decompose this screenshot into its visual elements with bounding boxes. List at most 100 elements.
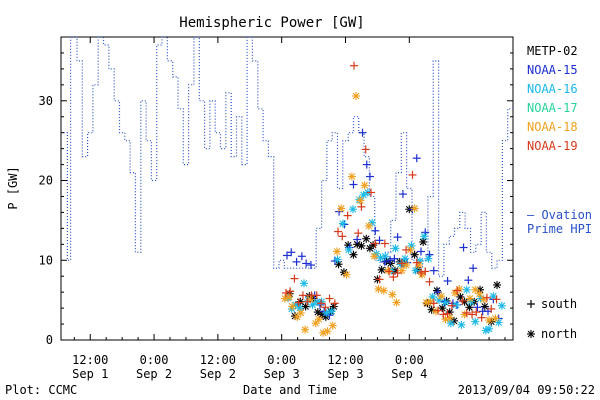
star-d2 [406,246,414,254]
data-point [390,254,399,263]
x-tick-date: Sep 3 [264,367,300,381]
star-d2 [456,293,464,301]
data-point [459,243,468,252]
data-point [343,211,352,220]
data-point [497,301,506,310]
data-point [357,202,366,211]
legend-entry: NOAA-19 [527,139,578,153]
data-point [429,299,438,308]
data-point [306,261,315,270]
star-d2 [393,299,400,306]
data-point [384,266,393,275]
legend: METP-02 NOAA-15 NOAA-16 NOAA-17 NOAA-18 NOAA-… [527,44,578,153]
ovation-line [63,36,513,277]
x-tick-date: Sep 3 [327,367,363,381]
star-d2 [349,205,357,213]
star-d2 [388,291,396,298]
star-d2 [493,281,501,289]
legend-entry: NOAA-17 [527,101,578,115]
x-tick-date: Sep 2 [136,367,172,381]
data-point [455,284,464,293]
footer-timestamp: 2013/09/04 09:50:22 [458,383,595,397]
data-point [283,251,291,260]
star-d2 [328,307,336,315]
data-point [325,294,334,303]
data-point [352,92,361,101]
star-d2 [485,316,493,324]
star-d2 [447,319,455,327]
data-point [342,270,351,279]
star-d2 [312,319,320,327]
data-point [437,292,446,301]
data-point [477,313,486,322]
data-point [391,244,400,253]
data-point [371,239,380,248]
data-point [464,276,473,285]
x-tick-date: Sep 2 [200,367,236,381]
star-d2 [467,298,475,306]
star-d2 [392,244,399,252]
data-point [460,310,469,319]
data-point [350,61,359,70]
x-tick-time: 12:00 [200,353,236,367]
star-d2 [458,321,465,329]
data-point [364,221,373,230]
star-d2 [476,290,483,298]
data-point [357,241,366,250]
legend-entry: NOAA-16 [527,82,578,96]
x-tick-date: Sep 4 [391,367,427,381]
data-point [386,256,395,265]
star-d2 [452,301,460,309]
data-point [420,232,429,241]
data-point [375,236,384,245]
star-d2 [485,325,493,333]
data-point [353,235,362,244]
chart-title: Hemispheric Power [GW] [179,15,364,31]
star-d2 [324,327,331,335]
data-point [347,172,356,181]
data-point [431,307,440,316]
star-d2 [498,302,506,310]
data-point [446,319,455,328]
star-d2 [334,256,341,263]
star-d2 [314,308,322,316]
data-point [323,327,332,336]
data-point [458,296,467,305]
y-axis: 0 10 20 30 [39,52,513,347]
data-point [441,298,450,307]
data-point [321,303,330,312]
data-point [381,252,390,261]
star-d2 [362,235,370,243]
star-d2 [411,251,419,259]
star-d2 [527,330,535,338]
data-point [290,274,299,283]
data-point [300,279,309,288]
star-d2 [489,292,497,300]
data-point [401,254,410,263]
star-d2 [339,220,347,227]
data-point [471,317,480,326]
data-point [349,180,358,189]
data-point [293,312,302,321]
data-point [330,299,339,308]
ovation-legend-line2: Prime HPI [527,222,592,236]
data-point [421,267,430,276]
data-point [333,255,342,264]
data-point [424,254,433,263]
marker-legend-symbol [527,330,535,338]
marker-legend-symbol [527,300,535,308]
y-tick-label: 20 [39,174,53,188]
marker-legend-label: north [541,327,577,341]
data-point [410,204,419,213]
data-point [393,269,402,278]
star-d2 [375,285,382,293]
data-point [301,325,310,334]
data-point [334,227,343,236]
star-d2 [348,173,356,180]
data-point [485,316,494,325]
star-d2 [297,309,305,317]
star-d2 [463,286,471,294]
data-point [462,285,471,294]
data-point [292,257,301,266]
